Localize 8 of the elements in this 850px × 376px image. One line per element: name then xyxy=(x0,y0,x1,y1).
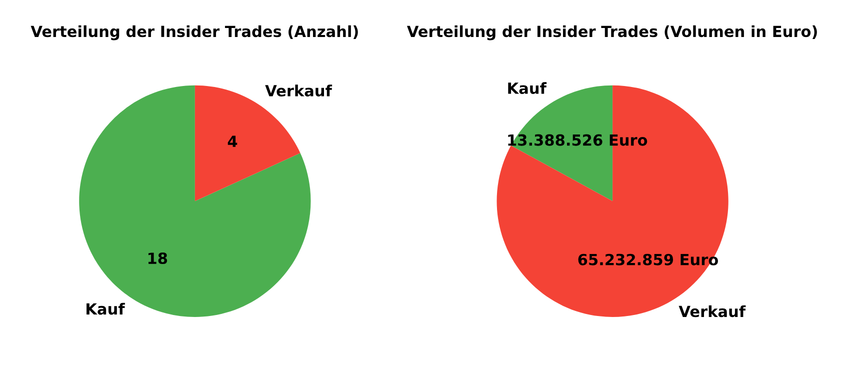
chart-title: Verteilung der Insider Trades (Volumen in Euro) xyxy=(406,25,817,40)
chart-title: Verteilung der Insider Trades (Anzahl) xyxy=(30,25,358,40)
slice-label: Kauf xyxy=(508,82,547,94)
slice-label: Verkauf xyxy=(678,305,746,318)
data-label: 18 xyxy=(148,252,168,264)
slice-label: Verkauf xyxy=(265,84,332,96)
slice-label: Kauf xyxy=(86,302,125,315)
data-label: 4 xyxy=(228,136,238,147)
